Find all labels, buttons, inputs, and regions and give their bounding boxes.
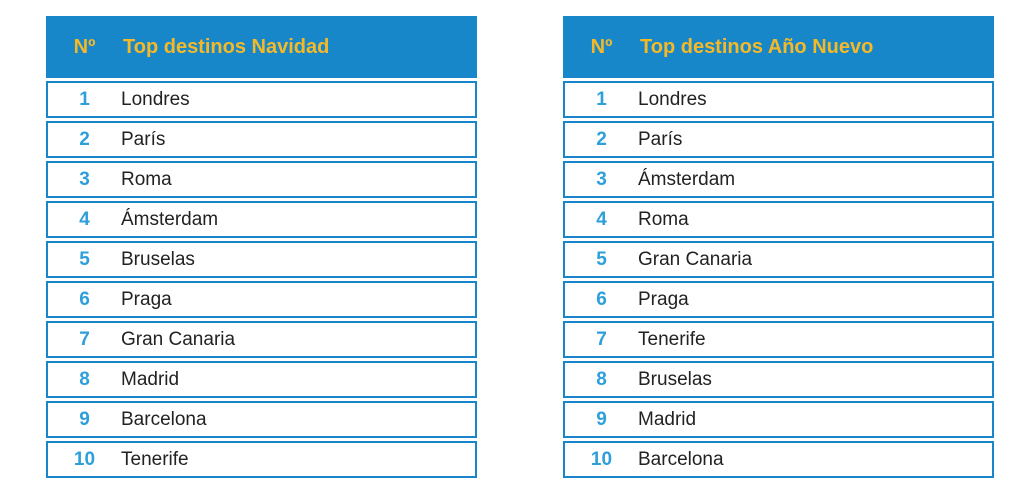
rank-number: 2	[79, 128, 90, 150]
city-label: Londres	[121, 88, 190, 110]
rank-number: 5	[79, 248, 90, 270]
city-label: Barcelona	[638, 448, 724, 470]
city-label: Madrid	[121, 368, 180, 390]
city-label: Ámsterdam	[121, 208, 219, 230]
city-label: Barcelona	[121, 408, 207, 430]
table-row: 5 Gran Canaria	[563, 241, 994, 278]
table-row: 10 Barcelona	[563, 441, 994, 478]
city-label: Ámsterdam	[638, 168, 736, 190]
table-top-destinos-navidad: Nº Top destinos Navidad 1 Londres 2 Parí…	[46, 16, 477, 478]
rank-number: 1	[79, 88, 90, 110]
table-row: 7 Tenerife	[563, 321, 994, 358]
rank-number: 6	[79, 288, 90, 310]
rank-number: 4	[79, 208, 90, 230]
city-label: Gran Canaria	[638, 248, 753, 270]
table-row: 9 Barcelona	[46, 401, 477, 438]
table-row: 1 Londres	[46, 81, 477, 118]
rank-number: 4	[596, 208, 607, 230]
table-row: 6 Praga	[46, 281, 477, 318]
rank-number: 5	[596, 248, 607, 270]
table-row: 1 Londres	[563, 81, 994, 118]
city-label: Praga	[638, 288, 689, 310]
rank-number: 2	[596, 128, 607, 150]
table-row: 2 París	[563, 121, 994, 158]
table-row: 4 Roma	[563, 201, 994, 238]
city-label: Roma	[638, 208, 689, 230]
rank-number: 3	[79, 168, 90, 190]
city-label: Roma	[121, 168, 172, 190]
table-row: 10 Tenerife	[46, 441, 477, 478]
city-label: Bruselas	[121, 248, 195, 270]
table-title: Top destinos Año Nuevo	[640, 35, 874, 58]
city-label: Gran Canaria	[121, 328, 236, 350]
rank-number: 7	[596, 328, 607, 350]
rank-number: 9	[596, 408, 607, 430]
table-header-ano-nuevo: Nº Top destinos Año Nuevo	[563, 16, 994, 78]
table-row: 8 Madrid	[46, 361, 477, 398]
table-row: 3 Ámsterdam	[563, 161, 994, 198]
table-row: 3 Roma	[46, 161, 477, 198]
rank-number: 8	[79, 368, 90, 390]
city-label: París	[638, 128, 683, 150]
rank-number: 1	[596, 88, 607, 110]
city-label: Madrid	[638, 408, 697, 430]
table-row: 6 Praga	[563, 281, 994, 318]
table-row: 4 Ámsterdam	[46, 201, 477, 238]
table-row: 2 París	[46, 121, 477, 158]
rank-number: 3	[596, 168, 607, 190]
rank-number: 9	[79, 408, 90, 430]
table-row: 5 Bruselas	[46, 241, 477, 278]
table-row: 8 Bruselas	[563, 361, 994, 398]
rank-number: 10	[73, 448, 96, 470]
rank-number: 10	[590, 448, 613, 470]
city-label: Tenerife	[121, 448, 189, 470]
city-label: Tenerife	[638, 328, 706, 350]
rank-column-header: Nº	[73, 35, 96, 58]
rank-number: 8	[596, 368, 607, 390]
table-row: 7 Gran Canaria	[46, 321, 477, 358]
rank-column-header: Nº	[590, 35, 613, 58]
rank-number: 6	[596, 288, 607, 310]
city-label: Londres	[638, 88, 707, 110]
city-label: Bruselas	[638, 368, 712, 390]
city-label: Praga	[121, 288, 172, 310]
table-row: 9 Madrid	[563, 401, 994, 438]
table-header-navidad: Nº Top destinos Navidad	[46, 16, 477, 78]
table-top-destinos-ano-nuevo: Nº Top destinos Año Nuevo 1 Londres 2 Pa…	[563, 16, 994, 478]
rank-number: 7	[79, 328, 90, 350]
city-label: París	[121, 128, 166, 150]
table-title: Top destinos Navidad	[123, 35, 330, 58]
